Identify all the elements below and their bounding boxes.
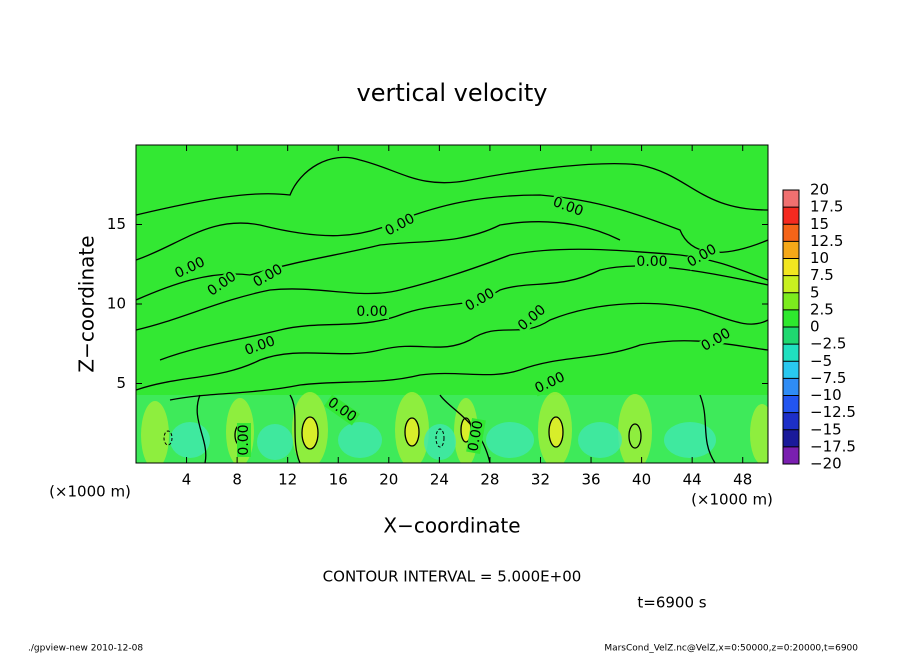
colorbar-tick-label: 2.5 xyxy=(810,300,834,318)
colorbar-cell xyxy=(783,292,799,310)
contour-label-bg xyxy=(381,210,419,240)
colorbar-tick-label: −2.5 xyxy=(810,335,846,353)
x-tick-label: 40 xyxy=(632,471,651,489)
contour-label-bg xyxy=(549,194,587,220)
colorbar-tick-label: −15 xyxy=(810,420,842,438)
contour-label: 0.00 xyxy=(636,254,667,270)
footer-right: MarsCond_VelZ.nc@VelZ,x=0:50000,z=0:2000… xyxy=(604,644,858,654)
colorbar-tick-label: −12.5 xyxy=(810,403,856,421)
colorbar-cell xyxy=(783,190,799,208)
x-tick-label: 12 xyxy=(278,471,297,489)
x-unit: (×1000 m) xyxy=(691,491,773,509)
contour-label-bg xyxy=(635,255,669,269)
x-tick-label: 36 xyxy=(581,471,600,489)
contour-label-bg xyxy=(249,261,287,291)
colorbar-cell xyxy=(783,275,799,293)
colorbar-cell xyxy=(783,258,799,276)
colorbar-cell xyxy=(783,446,799,464)
downdraft-blobs xyxy=(170,422,716,460)
colorbar-tick-label: −5 xyxy=(810,352,832,370)
contour-label: 0.00 xyxy=(356,304,387,320)
field xyxy=(136,145,768,463)
colorbar-cell xyxy=(783,309,799,327)
colorbar-cell xyxy=(783,327,799,345)
y-tick-label: 15 xyxy=(107,215,126,233)
x-unit: (×1000 m) xyxy=(49,483,131,501)
contour-label-bg xyxy=(466,418,486,454)
colorbar-cell xyxy=(783,429,799,447)
colorbar-cell xyxy=(783,344,799,362)
colorbar-cell xyxy=(783,224,799,242)
contour-label: 0.00 xyxy=(465,419,486,452)
contour-label-bg xyxy=(204,268,240,300)
negative-contours xyxy=(163,428,445,448)
colorbar-tick-label: −10 xyxy=(810,386,842,404)
contour-label-bg xyxy=(461,285,499,315)
x-tick-label: 20 xyxy=(379,471,398,489)
colorbar-tick-label: 7.5 xyxy=(810,266,834,284)
y-tick-label: 10 xyxy=(107,295,126,313)
x-tick-label: 24 xyxy=(430,471,449,489)
chart-title: vertical velocity xyxy=(357,79,548,107)
colorbar-tick-label: 12.5 xyxy=(810,232,843,250)
y-tick-label: 5 xyxy=(116,374,126,392)
colorbar-tick-label: −17.5 xyxy=(810,437,856,455)
x-tick-label: 4 xyxy=(182,471,192,489)
time-label: t=6900 s xyxy=(637,594,706,612)
contour-interval: CONTOUR INTERVAL = 5.000E+00 xyxy=(323,568,582,586)
x-tick-label: 8 xyxy=(232,471,242,489)
colorbar-cell xyxy=(783,207,799,225)
x-tick-label: 32 xyxy=(531,471,550,489)
colorbar-cell xyxy=(783,412,799,430)
colorbar-tick-label: −7.5 xyxy=(810,369,846,387)
x-tick-label: 44 xyxy=(683,471,702,489)
updraft-cores xyxy=(302,417,563,449)
colorbar-tick-label: 15 xyxy=(810,215,829,233)
contour-label-bg xyxy=(697,325,735,355)
contour-label-bg xyxy=(514,301,550,335)
contour-label-bg xyxy=(171,254,209,282)
contour-label-bg xyxy=(241,333,279,359)
contour-label-bg xyxy=(324,394,360,426)
x-axis-label: X−coordinate xyxy=(383,514,520,538)
x-tick-label: 48 xyxy=(733,471,752,489)
colorbar-tick-label: 5 xyxy=(810,283,820,301)
colorbar-cell xyxy=(783,241,799,259)
y-axis-label: Z−coordinate xyxy=(75,235,99,372)
contour-label-bg xyxy=(683,241,721,271)
colorbar-cell xyxy=(783,395,799,413)
contour-lines xyxy=(136,156,768,463)
contour-label-bg xyxy=(355,305,389,319)
footer-left: ./gpview-new 2010-12-08 xyxy=(28,644,143,654)
contour-label-bg xyxy=(531,369,569,397)
colorbar-cell xyxy=(783,378,799,396)
x-tick-label: 16 xyxy=(329,471,348,489)
colorbar-tick-label: 20 xyxy=(810,181,829,199)
colorbar-tick-label: 17.5 xyxy=(810,198,843,216)
colorbar-tick-label: 10 xyxy=(810,249,829,267)
colorbar-tick-label: −20 xyxy=(810,455,842,473)
colorbar-tick-label: 0 xyxy=(810,318,820,336)
contour-label-bg xyxy=(237,423,251,457)
colorbar-cell xyxy=(783,361,799,379)
x-tick-label: 28 xyxy=(480,471,499,489)
contour-label: 0.00 xyxy=(236,424,252,455)
